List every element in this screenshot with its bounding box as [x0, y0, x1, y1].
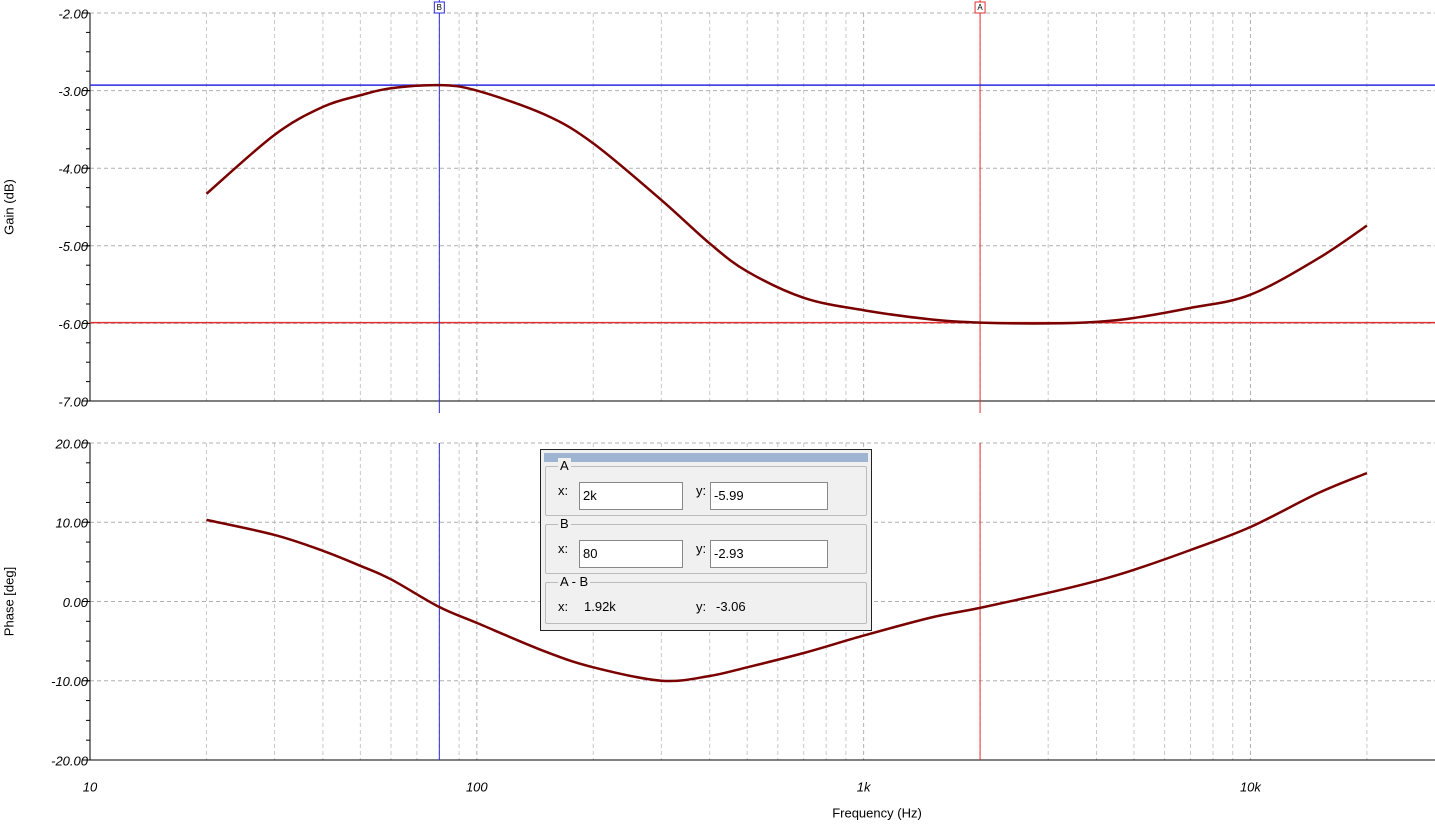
y-tick-label: 20.00: [54, 436, 88, 451]
cursor-handle: [433, 1, 445, 14]
y-axis-title: Phase [deg]: [1, 567, 16, 636]
group-title: A - B: [558, 574, 591, 589]
group-title: B: [558, 516, 571, 531]
x-tick-label: 100: [466, 779, 488, 794]
x-tick-label: 10: [83, 779, 98, 794]
x-tick-label: 10k: [1240, 779, 1262, 794]
x-field[interactable]: 80: [579, 540, 683, 568]
x-axis-title: Frequency (Hz): [832, 805, 922, 820]
cursor-handle-label: A: [977, 3, 983, 12]
field-label: y:: [696, 599, 707, 614]
y-value: -3.06: [716, 599, 746, 614]
cursor-group: A - B x: y: 1.92k -3.06: [545, 574, 867, 624]
group-title: A: [558, 458, 571, 473]
y-field[interactable]: -5.99: [710, 482, 828, 510]
cursor-handle-label: B: [437, 3, 442, 12]
field-label: y:: [696, 541, 707, 556]
y-tick-label: 0.00: [63, 595, 89, 610]
y-tick-label: -4.00: [58, 162, 88, 177]
y-tick-label: -7.00: [58, 394, 88, 409]
x-field[interactable]: 2k: [579, 482, 683, 510]
y-axis-title: Gain (dB): [1, 179, 16, 235]
y-tick-label: 10.00: [55, 516, 88, 531]
x-value: 1.92k: [584, 599, 616, 614]
cursor-handle: [974, 1, 986, 14]
field-label: x:: [558, 541, 569, 556]
field-label: x:: [558, 599, 569, 614]
y-field[interactable]: -2.93: [710, 540, 828, 568]
y-tick-label: -10.00: [51, 674, 89, 689]
curve: [206, 471, 1368, 683]
y-tick-label: -6.00: [58, 317, 88, 332]
x-tick-label: 1k: [857, 779, 872, 794]
field-label: y:: [696, 483, 707, 498]
y-tick-label: -3.00: [58, 84, 88, 99]
panel-titlebar[interactable]: [544, 453, 868, 462]
y-tick-label: -2.00: [58, 6, 88, 21]
field-label: x:: [558, 483, 569, 498]
y-tick-label: -20.00: [51, 753, 89, 768]
y-tick-label: -5.00: [58, 239, 88, 254]
curve: [205, 83, 1368, 325]
